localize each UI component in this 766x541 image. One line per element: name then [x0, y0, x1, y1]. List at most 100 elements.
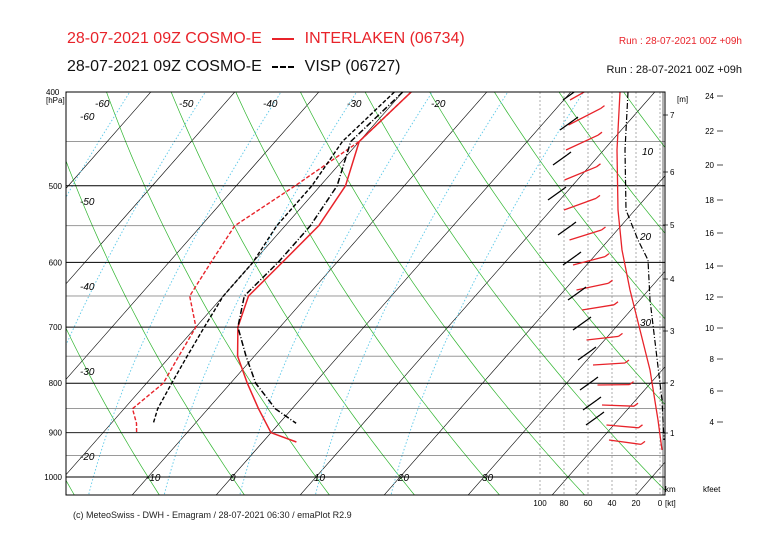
dry-adiabat-line: [66, 159, 245, 495]
isotherm-line: [467, 270, 665, 495]
wind-barb-red: [563, 197, 597, 211]
pressure-tick-label: 800: [49, 379, 63, 388]
wind-barb-black: [579, 379, 595, 391]
wind-barb-red: [602, 79, 606, 82]
wind-barb-red: [596, 163, 601, 168]
title-interlaken: 28-07-2021 09Z COSMO-E INTERLAKEN (06734…: [67, 30, 465, 47]
footer-credit: (c) MeteoSwiss - DWH - Emagram / 28-07-2…: [73, 510, 352, 520]
temperature-label-bottom: 30: [482, 473, 494, 484]
run-label-black: Run : 28-07-2021 00Z +09h: [606, 64, 742, 76]
isotherm-line: [635, 461, 665, 495]
temperature-profile-1: [237, 92, 404, 424]
wind-barb-black: [581, 286, 587, 291]
wind-barb-black: [572, 319, 588, 331]
temperature-label-top: -20: [431, 99, 446, 110]
dry-adiabat-line: [364, 92, 665, 491]
dry-adiabat-line: [744, 81, 766, 497]
km-tick-label: 1: [670, 429, 675, 438]
mixing-ratio-line: [239, 92, 433, 495]
mixing-ratio-line: [163, 92, 358, 495]
wind-barb-black: [561, 186, 567, 191]
wind-barb-black: [562, 254, 578, 266]
wind-barb-black: [571, 221, 577, 226]
wind-barb-black: [585, 414, 601, 426]
wind-barb-red: [586, 335, 619, 341]
wind-barb-red: [638, 424, 643, 429]
wind-barb-red: [568, 108, 601, 126]
pressure-axis-label: [hPa]: [46, 96, 65, 105]
wind-barb-black: [593, 376, 599, 381]
wind-barb-red: [633, 402, 639, 407]
isotherm-line: [66, 92, 152, 189]
isotherm-line: [551, 366, 665, 495]
mixing-ratio-line: [66, 92, 206, 347]
wind-barb-black: [566, 151, 572, 156]
temperature-label-left: -20: [80, 452, 95, 463]
isotherm-line: [66, 92, 68, 94]
red-reference-curve: [616, 92, 663, 451]
km-axis-label: km: [665, 485, 676, 494]
temperature-label-top: -30: [347, 99, 362, 110]
temperature-label-bottom: 0: [230, 473, 236, 484]
wind-tick-label: 40: [608, 499, 617, 508]
wind-tick-label: 60: [584, 499, 593, 508]
wind-barb-red: [572, 255, 606, 266]
km-tick-label: 3: [670, 327, 675, 336]
temperature-profile-0: [236, 92, 412, 443]
wind-barb-red: [565, 134, 599, 151]
mixing-ratio-line: [314, 92, 509, 495]
red-line-legend-icon: [272, 37, 295, 40]
kfeet-tick-label: 10: [705, 324, 714, 333]
wind-barb-red: [613, 301, 619, 306]
km-tick-label: 2: [670, 379, 675, 388]
dry-adiabat-line: [66, 327, 160, 495]
wind-barb-red: [592, 362, 626, 366]
kfeet-tick-label: 16: [705, 229, 714, 238]
temperature-label-bottom: 20: [397, 473, 410, 484]
km-tick-label: 4: [670, 275, 675, 284]
wind-tick-label: 0: [658, 499, 663, 508]
pressure-tick-label: 1000: [44, 473, 62, 482]
temperature-label-bottom: -10: [146, 473, 161, 484]
kfeet-tick-label: 6: [710, 387, 715, 396]
wind-barb-red: [564, 166, 597, 181]
dry-adiabat-line: [493, 92, 665, 320]
wind-barb-red: [601, 226, 606, 231]
wind-barb-red: [608, 439, 642, 446]
kfeet-tick-label: 8: [710, 355, 715, 364]
temperature-label-left: -50: [80, 197, 95, 208]
wind-barb-black: [559, 119, 575, 131]
kfeet-tick-label: 22: [705, 127, 714, 136]
kfeet-tick-label: 14: [705, 262, 714, 271]
kfeet-tick-label: 18: [705, 196, 714, 205]
wind-barb-red: [624, 359, 630, 364]
mixing-ratio-line: [390, 92, 584, 495]
kfeet-tick-label: 20: [705, 161, 714, 170]
wind-barb-black: [577, 349, 593, 361]
wind-barb-red: [600, 105, 605, 110]
kfeet-tick-label: 4: [710, 418, 715, 427]
plot-area: [0, 70, 766, 517]
wind-barb-red: [618, 332, 623, 337]
wind-barb-red: [640, 440, 646, 445]
isotherm-line: [0, 70, 2, 517]
wind-barb-black: [586, 316, 592, 321]
mixing-ratio-line: [88, 92, 282, 495]
temperature-label-right: 30: [640, 318, 652, 329]
temperature-label-left: -40: [80, 282, 95, 293]
wind-barb-red: [595, 194, 601, 199]
wind-barb-black: [552, 154, 568, 166]
mixing-ratio-line: [66, 92, 131, 198]
wind-barb-red: [608, 279, 613, 284]
isotherm-line: [66, 92, 236, 285]
temperature-label-bottom: 10: [314, 473, 326, 484]
height-axis-m-label: [m]: [677, 95, 688, 104]
pressure-tick-label: 900: [49, 429, 63, 438]
wind-barb-black: [577, 87, 581, 90]
title-visp: 28-07-2021 09Z COSMO-E VISP (06727): [67, 58, 401, 75]
isotherm-line: [131, 92, 488, 495]
wind-axis-label: [kt]: [665, 499, 676, 508]
wind-barb-red: [606, 424, 639, 429]
wind-barb-black: [557, 224, 573, 236]
wind-barb-black: [599, 411, 605, 416]
